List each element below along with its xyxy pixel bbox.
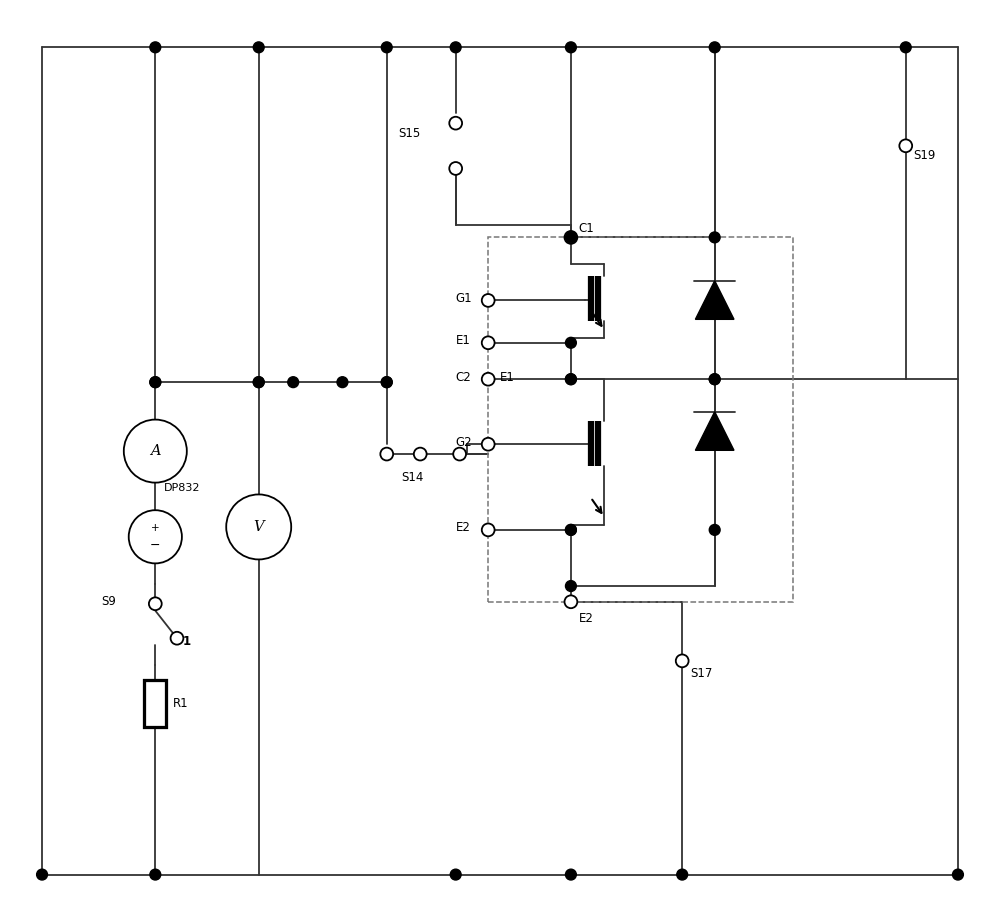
Circle shape xyxy=(709,374,720,385)
Circle shape xyxy=(288,376,299,387)
Polygon shape xyxy=(695,411,734,451)
Circle shape xyxy=(565,42,576,53)
Circle shape xyxy=(953,869,963,880)
Text: G1: G1 xyxy=(456,292,472,305)
Text: E1: E1 xyxy=(500,371,515,384)
Text: S15: S15 xyxy=(399,126,421,139)
Circle shape xyxy=(129,510,182,563)
Text: C2: C2 xyxy=(456,371,471,384)
Circle shape xyxy=(381,42,392,53)
Text: S14: S14 xyxy=(402,471,424,485)
Circle shape xyxy=(482,438,495,451)
Circle shape xyxy=(150,376,161,387)
Circle shape xyxy=(677,869,688,880)
Circle shape xyxy=(380,448,393,461)
Circle shape xyxy=(709,374,720,385)
Circle shape xyxy=(381,376,392,387)
Circle shape xyxy=(150,869,161,880)
Circle shape xyxy=(449,162,462,175)
Circle shape xyxy=(124,420,187,483)
Circle shape xyxy=(226,495,291,560)
Circle shape xyxy=(709,525,720,535)
Text: R1: R1 xyxy=(173,697,189,710)
Circle shape xyxy=(449,116,462,129)
Text: S17: S17 xyxy=(690,667,712,680)
Circle shape xyxy=(337,376,348,387)
Circle shape xyxy=(565,374,576,385)
Circle shape xyxy=(253,42,264,53)
Text: C1: C1 xyxy=(579,223,595,235)
Circle shape xyxy=(450,869,461,880)
Text: +: + xyxy=(151,523,160,533)
Circle shape xyxy=(565,374,576,385)
Text: E1: E1 xyxy=(456,334,471,347)
Text: −: − xyxy=(150,540,161,552)
Circle shape xyxy=(482,373,495,386)
Circle shape xyxy=(709,232,720,243)
Circle shape xyxy=(37,869,47,880)
Circle shape xyxy=(253,376,264,387)
Text: G2: G2 xyxy=(456,436,472,449)
Circle shape xyxy=(149,597,162,610)
Circle shape xyxy=(150,42,161,53)
Circle shape xyxy=(565,525,576,535)
Circle shape xyxy=(482,294,495,307)
Text: E2: E2 xyxy=(579,612,594,625)
Circle shape xyxy=(709,42,720,53)
Circle shape xyxy=(453,448,466,461)
Bar xyxy=(488,237,793,602)
Bar xyxy=(144,680,166,727)
Text: 1: 1 xyxy=(183,635,191,648)
Circle shape xyxy=(253,376,264,387)
Circle shape xyxy=(565,232,576,243)
Circle shape xyxy=(482,336,495,349)
Text: S9: S9 xyxy=(101,595,116,608)
Polygon shape xyxy=(695,280,734,320)
Text: A: A xyxy=(150,444,161,458)
Text: E2: E2 xyxy=(456,521,471,534)
Circle shape xyxy=(565,231,577,244)
Circle shape xyxy=(565,581,576,592)
Circle shape xyxy=(899,139,912,152)
Circle shape xyxy=(150,376,161,387)
Circle shape xyxy=(414,448,427,461)
Circle shape xyxy=(171,632,183,645)
Text: V: V xyxy=(253,520,264,534)
Circle shape xyxy=(482,523,495,536)
Text: S19: S19 xyxy=(914,149,936,162)
Circle shape xyxy=(900,42,911,53)
Circle shape xyxy=(565,525,576,535)
Circle shape xyxy=(381,376,392,387)
Circle shape xyxy=(565,337,576,348)
Circle shape xyxy=(565,595,577,608)
Text: DP832: DP832 xyxy=(164,483,201,493)
Circle shape xyxy=(676,654,689,667)
Circle shape xyxy=(450,42,461,53)
Circle shape xyxy=(565,869,576,880)
